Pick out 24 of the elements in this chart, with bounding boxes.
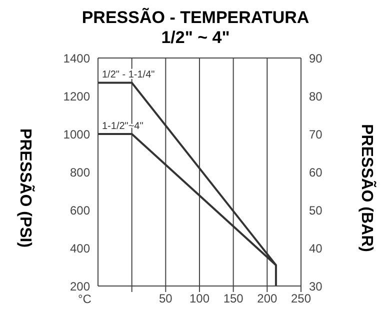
x-tick-label: 50 (158, 292, 173, 306)
y2-tick-label: 60 (309, 165, 323, 180)
y-tick-label: 200 (70, 279, 90, 294)
chart-subtitle: 1/2" ~ 4" (160, 28, 231, 48)
x-tick-label: 250 (290, 292, 312, 306)
x-axis-title: °C (78, 292, 92, 306)
y2-tick-label: 80 (309, 89, 323, 104)
x-tick-label: 200 (257, 292, 278, 306)
y2-tick-label: 70 (309, 127, 323, 142)
y-tick-label: 600 (70, 203, 90, 218)
y2-tick-label: 90 (309, 51, 323, 66)
y-axis-title: PRESSÃO (PSI) (16, 128, 34, 248)
x-tick-label: 150 (223, 292, 244, 306)
y-tick-label: 400 (70, 241, 90, 256)
y2-tick-label: 50 (309, 203, 323, 218)
y-tick-label: 800 (70, 165, 90, 180)
chart-title: PRESSÃO - TEMPERATURA (80, 8, 310, 28)
y-tick-label: 1400 (63, 51, 90, 66)
y-tick-label: 1200 (63, 89, 90, 104)
y2-tick-label: 40 (309, 241, 323, 256)
y-tick-label: 1000 (63, 127, 90, 142)
y2-tick-label: 30 (309, 279, 323, 294)
y2-axis-title: PRESSÃO (BAR) (357, 124, 376, 252)
x-tick-label: 100 (189, 292, 210, 306)
